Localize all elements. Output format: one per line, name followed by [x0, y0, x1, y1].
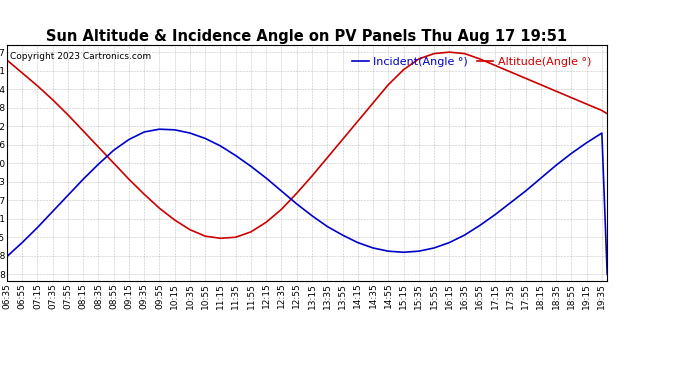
Title: Sun Altitude & Incidence Angle on PV Panels Thu Aug 17 19:51: Sun Altitude & Incidence Angle on PV Pan… [46, 29, 568, 44]
Text: Copyright 2023 Cartronics.com: Copyright 2023 Cartronics.com [10, 52, 151, 61]
Legend: Incident(Angle °), Altitude(Angle °): Incident(Angle °), Altitude(Angle °) [348, 53, 595, 72]
